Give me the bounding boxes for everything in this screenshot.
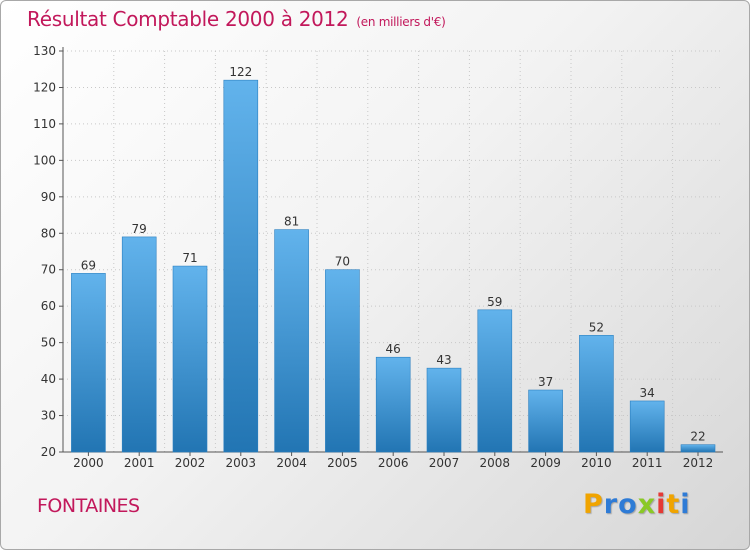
bar-2007 — [426, 367, 462, 453]
x-tick-label: 2005 — [327, 456, 358, 470]
bar-2008 — [477, 309, 513, 453]
bar-2002 — [172, 265, 208, 453]
y-tick-label: 100 — [33, 153, 56, 167]
value-label: 122 — [229, 65, 252, 79]
bar-2011 — [629, 400, 665, 453]
x-tick-label: 2002 — [175, 456, 206, 470]
value-label: 43 — [436, 353, 451, 367]
logo-letter: i — [656, 489, 667, 520]
x-tick-label: 2003 — [226, 456, 257, 470]
bar-2003 — [223, 79, 259, 453]
bar-2012 — [680, 444, 716, 453]
y-tick-label: 60 — [41, 299, 56, 313]
logo-letter: t — [666, 489, 681, 520]
y-tick-label: 70 — [41, 263, 56, 277]
x-tick-label: 2000 — [73, 456, 104, 470]
y-tick-label: 40 — [41, 372, 56, 386]
value-label: 71 — [182, 251, 197, 265]
y-tick-label: 110 — [33, 117, 56, 131]
bar-2010 — [579, 335, 614, 453]
x-tick-label: 2008 — [480, 456, 511, 470]
bar-2009 — [528, 389, 563, 453]
y-tick-label: 90 — [41, 190, 56, 204]
x-tick-label: 2010 — [581, 456, 612, 470]
value-label: 79 — [132, 222, 147, 236]
y-tick-label: 80 — [41, 226, 56, 240]
logo-letter: r — [603, 489, 619, 520]
value-label: 70 — [335, 255, 350, 269]
value-label: 69 — [81, 258, 96, 272]
title-text: Résultat Comptable 2000 à 2012 — [27, 7, 349, 31]
value-label: 59 — [487, 295, 502, 309]
value-label: 37 — [538, 375, 553, 389]
y-tick-label: 50 — [41, 336, 56, 350]
y-tick-label: 30 — [41, 409, 56, 423]
bar-2001 — [121, 236, 157, 453]
logo-letter: o — [618, 489, 638, 520]
bar-2006 — [375, 356, 411, 453]
value-label: 52 — [589, 320, 604, 334]
x-tick-label: 2011 — [632, 456, 663, 470]
logo-letter: P — [583, 489, 604, 520]
chart-subtitle: (en milliers d'€) — [356, 15, 446, 29]
bar-2005 — [325, 269, 360, 453]
proxiti-logo[interactable]: Proxiti — [583, 489, 691, 520]
y-tick-label: 130 — [33, 44, 56, 58]
x-tick-label: 2004 — [276, 456, 307, 470]
value-label: 22 — [690, 430, 705, 444]
x-tick-label: 2007 — [429, 456, 460, 470]
x-tick-label: 2006 — [378, 456, 409, 470]
chart-title: Résultat Comptable 2000 à 2012 (en millie… — [27, 7, 446, 31]
y-tick-label: 20 — [41, 445, 56, 459]
value-label: 81 — [284, 215, 299, 229]
value-label: 34 — [640, 386, 655, 400]
bar-2000 — [71, 273, 106, 453]
x-tick-label: 2001 — [124, 456, 155, 470]
value-label: 46 — [386, 342, 401, 356]
place-name: FONTAINES — [37, 495, 140, 517]
x-tick-label: 2012 — [683, 456, 714, 470]
y-tick-label: 120 — [33, 80, 56, 94]
bar-2004 — [274, 229, 309, 453]
logo-letter: i — [680, 489, 691, 520]
logo-letter: x — [637, 489, 657, 520]
x-tick-label: 2009 — [530, 456, 561, 470]
